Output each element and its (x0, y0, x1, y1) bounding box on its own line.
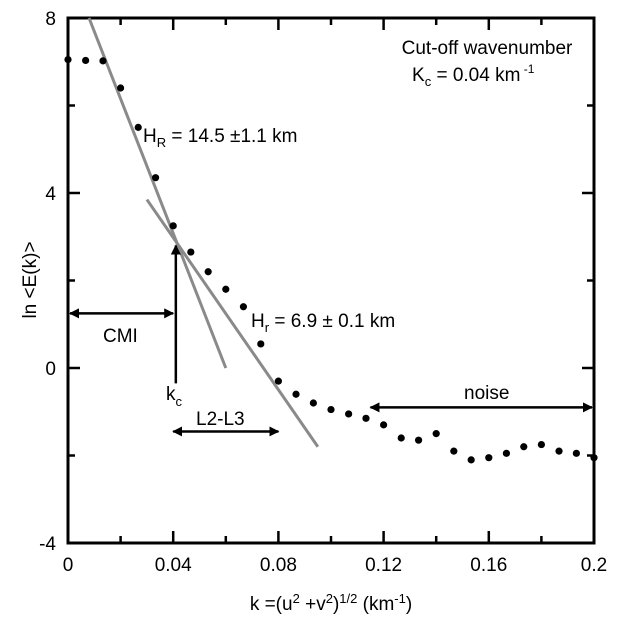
data-point (151, 174, 160, 182)
x-tick-label: 0 (63, 555, 74, 576)
axis-ticks (66, 16, 596, 545)
x-axis-title: k =(u2 +v2)1/2 (km-1) (250, 591, 412, 615)
data-point (99, 57, 107, 65)
data-point (327, 405, 335, 414)
data-point (134, 123, 142, 131)
x-tick-label: 0.04 (155, 555, 192, 576)
x-tick-label: 0.08 (260, 555, 297, 576)
data-point (572, 449, 580, 457)
hr-small-label: Hr = 6.9 ± 0.1 km (251, 311, 395, 335)
annotation-arrows (69, 244, 593, 437)
y-tick-label: 4 (45, 184, 56, 205)
data-point (380, 421, 388, 429)
hr-large-label: HR = 14.5 ±1.1 km (143, 126, 297, 150)
data-point (414, 436, 423, 444)
noise-label: noise (464, 383, 509, 404)
data-point (187, 248, 195, 256)
data-point (257, 340, 265, 348)
cutoff-title: Cut-off wavenumber (402, 38, 573, 59)
data-point (397, 434, 405, 442)
plot-frame (66, 16, 596, 545)
data-point (502, 449, 511, 457)
data-point (82, 56, 90, 65)
data-point (537, 440, 546, 449)
data-point (555, 447, 563, 455)
data-point (204, 268, 212, 276)
data-point (309, 399, 317, 407)
data-point (362, 414, 370, 422)
fit-line-1 (87, 17, 228, 369)
kc-label: kc (166, 384, 183, 409)
data-point (239, 303, 248, 311)
data-point (64, 55, 72, 64)
fit-lines (87, 17, 320, 448)
y-tick-label: 0 (45, 359, 56, 380)
data-point (274, 377, 282, 385)
data-point (432, 430, 440, 438)
data-points (64, 55, 598, 464)
data-point (117, 84, 125, 92)
cutoff-value: Kc = 0.04 km -1 (412, 62, 535, 89)
l2l3-label: L2-L3 (196, 409, 245, 430)
data-point (450, 447, 458, 455)
data-point (222, 285, 230, 293)
y-axis-title: ln <E(k)> (20, 241, 41, 318)
fit-line-2 (145, 198, 320, 448)
axis-tick-labels: 0 0.04 0.08 0.12 0.16 0.2 -4 0 4 8 (39, 9, 607, 576)
data-point (485, 454, 493, 462)
data-point (345, 410, 353, 418)
data-point (169, 222, 177, 230)
data-point (520, 443, 528, 451)
y-tick-label: 8 (45, 9, 56, 30)
data-point (467, 456, 475, 464)
data-point (292, 390, 300, 398)
cmi-label: CMI (103, 326, 138, 347)
data-point (590, 454, 598, 462)
x-tick-label: 0.2 (581, 555, 607, 576)
x-tick-label: 0.16 (470, 555, 507, 576)
x-tick-label: 0.12 (365, 555, 402, 576)
y-tick-label: -4 (39, 534, 56, 555)
